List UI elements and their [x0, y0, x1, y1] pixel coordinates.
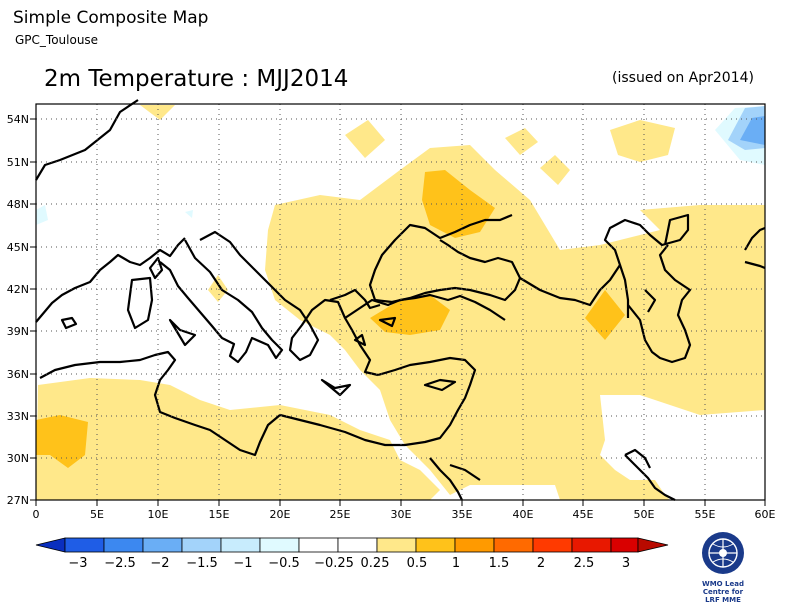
map-title: 2m Temperature : MJJ2014 — [44, 66, 349, 92]
lon-label: 10E — [148, 508, 169, 521]
legend-swatch — [298, 537, 339, 553]
legend-swatch — [259, 537, 300, 553]
legend-labels: −3 −2.5 −2 −1.5 −1 −0.5 −0.25 0.25 0.5 1… — [68, 556, 630, 571]
lon-label: 0 — [33, 508, 40, 521]
wmo-emblem-icon — [702, 532, 744, 574]
lon-labels: 0 5E 10E 15E 20E 25E 30E 35E 40E 45E 50E… — [33, 508, 776, 521]
legend-label: −3 — [68, 556, 87, 571]
legend-label: 0.25 — [361, 556, 390, 571]
legend-label: 2.5 — [574, 556, 595, 571]
lon-label: 40E — [513, 508, 534, 521]
legend-arrow-left — [35, 537, 66, 553]
legend-colorbar — [35, 537, 669, 553]
legend-swatch — [415, 537, 456, 553]
legend-swatch — [610, 537, 639, 553]
header-subtitle: GPC_Toulouse — [15, 33, 99, 47]
lat-labels: 54N 51N 48N 45N 42N 39N 36N 33N 30N 27N — [7, 113, 29, 507]
legend-label: 1.5 — [489, 556, 510, 571]
issued-date: (issued on Apr2014) — [612, 70, 754, 86]
axis-ticks — [30, 118, 766, 506]
legend-swatch — [376, 537, 417, 553]
lat-label: 27N — [7, 494, 29, 507]
legend-label: −2.5 — [104, 556, 136, 571]
header-title: Simple Composite Map — [13, 8, 209, 28]
logo-line-1: WMO Lead Centre for — [701, 580, 745, 596]
legend-swatch — [532, 537, 573, 553]
lon-label: 35E — [452, 508, 473, 521]
wmo-logo: WMO Lead Centre for LRF MME — [688, 530, 758, 604]
legend-swatch — [103, 537, 144, 553]
legend-label: 3 — [622, 556, 630, 571]
lon-label: 50E — [634, 508, 655, 521]
legend-swatch — [337, 537, 378, 553]
legend-swatch — [454, 537, 495, 553]
legend-label: 0.5 — [407, 556, 428, 571]
lon-label: 30E — [391, 508, 412, 521]
coastlines — [35, 99, 766, 501]
lon-label: 20E — [270, 508, 291, 521]
logo-line-2: LRF MME — [705, 596, 741, 604]
anomaly-fill — [36, 105, 765, 500]
lat-label: 42N — [7, 283, 29, 296]
lon-label: 5E — [90, 508, 104, 521]
lat-label: 30N — [7, 452, 29, 465]
legend-swatch — [64, 537, 105, 553]
lat-label: 45N — [7, 241, 29, 254]
lon-label: 55E — [695, 508, 716, 521]
legend-label: 1 — [452, 556, 460, 571]
legend-label: −0.5 — [268, 556, 300, 571]
legend-swatch — [571, 537, 612, 553]
lon-label: 45E — [573, 508, 594, 521]
lat-label: 48N — [7, 198, 29, 211]
lat-label: 39N — [7, 325, 29, 338]
legend-arrow-right — [637, 537, 669, 553]
lon-label: 15E — [209, 508, 230, 521]
lon-label: 25E — [330, 508, 351, 521]
legend-swatch — [142, 537, 183, 553]
legend-label: −0.25 — [314, 556, 354, 571]
legend-label: −1 — [233, 556, 252, 571]
legend-swatch — [181, 537, 222, 553]
lat-label: 33N — [7, 410, 29, 423]
lat-label: 36N — [7, 368, 29, 381]
legend-label: −2 — [150, 556, 169, 571]
legend-swatch — [493, 537, 534, 553]
lat-label: 54N — [7, 113, 29, 126]
lon-label: 60E — [755, 508, 776, 521]
lat-label: 51N — [7, 156, 29, 169]
legend-label: −1.5 — [186, 556, 218, 571]
legend-swatch — [220, 537, 261, 553]
graticule — [36, 104, 765, 500]
legend-label: 2 — [537, 556, 545, 571]
